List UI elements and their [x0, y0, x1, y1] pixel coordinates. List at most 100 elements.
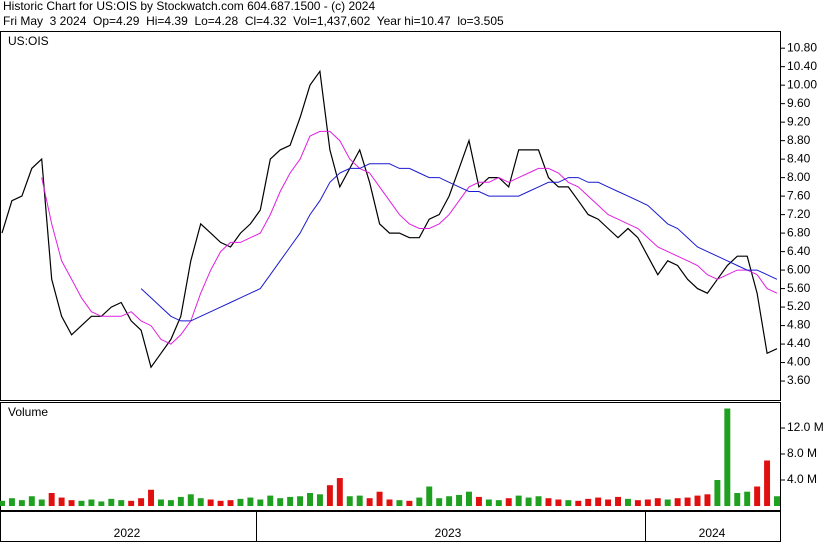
year-label: 2022 — [114, 526, 141, 540]
volume-bar — [744, 491, 751, 506]
volume-bar — [108, 498, 115, 506]
y-tick-label: 4.80 — [787, 318, 811, 332]
y-tick-label: 5.60 — [787, 281, 811, 295]
volume-bar — [555, 499, 562, 506]
y-tick-label: 8.0 M — [787, 446, 817, 460]
volume-bar — [396, 500, 403, 506]
y-tick-label: 4.0 M — [787, 472, 817, 486]
volume-bar — [217, 500, 224, 506]
y-tick-label: 9.20 — [787, 114, 811, 128]
volume-bar — [615, 496, 622, 506]
volume-bar — [664, 499, 671, 506]
volume-bar — [177, 496, 184, 506]
volume-bar — [346, 496, 353, 506]
volume-bar — [734, 493, 741, 506]
volume-bar — [227, 500, 234, 506]
volume-bar — [8, 498, 15, 506]
y-tick-label: 3.60 — [787, 373, 811, 387]
volume-bar — [167, 500, 174, 506]
volume-bar — [237, 498, 244, 506]
volume-bar — [585, 498, 592, 506]
volume-bar — [148, 489, 155, 506]
volume-bar — [0, 500, 5, 506]
volume-bar — [197, 498, 204, 506]
panel-label: Volume — [8, 405, 48, 419]
volume-bar — [277, 498, 284, 506]
volume-bar — [356, 495, 363, 506]
volume-bar — [326, 485, 333, 506]
volume-bar — [138, 498, 145, 506]
volume-bar — [187, 494, 194, 506]
volume-bar — [764, 460, 771, 506]
volume-bar — [624, 498, 631, 506]
volume-bar — [58, 497, 65, 506]
volume-bar — [98, 501, 105, 506]
volume-bar — [316, 494, 323, 506]
volume-bar — [575, 500, 582, 506]
volume-bar — [78, 500, 85, 506]
volume-bar — [674, 498, 681, 506]
y-tick-label: 10.80 — [787, 40, 817, 54]
y-tick-label: 10.40 — [787, 59, 817, 73]
volume-bar — [157, 499, 164, 506]
y-tick-label: 4.00 — [787, 355, 811, 369]
volume-bar — [247, 497, 254, 506]
volume-bar — [416, 497, 423, 506]
volume-bar — [565, 500, 572, 506]
y-tick-label: 6.80 — [787, 225, 811, 239]
volume-bar — [18, 500, 25, 506]
y-tick-label: 8.80 — [787, 133, 811, 147]
volume-bar — [704, 494, 711, 506]
volume-bar — [714, 480, 721, 506]
volume-bar — [475, 496, 482, 506]
volume-bar — [436, 498, 443, 506]
volume-panel — [0, 402, 781, 511]
moving-average — [140, 163, 778, 322]
volume-bar — [267, 495, 274, 506]
volume-bar — [605, 499, 612, 506]
panel-label: US:OIS — [8, 34, 49, 48]
price-panel — [0, 31, 781, 401]
y-tick-label: 7.60 — [787, 188, 811, 202]
volume-bar — [525, 497, 532, 506]
y-tick-label: 10.00 — [787, 77, 817, 91]
price-line — [1, 69, 778, 369]
volume-bar — [118, 500, 125, 506]
volume-bar — [694, 495, 701, 506]
volume-bar — [446, 496, 453, 506]
volume-bar — [38, 499, 45, 506]
volume-bar — [28, 496, 35, 506]
y-tick-label: 8.40 — [787, 151, 811, 165]
volume-bar — [466, 491, 472, 506]
y-tick-label: 12.0 M — [787, 420, 824, 434]
volume-bar — [774, 496, 780, 506]
volume-bar — [287, 496, 294, 506]
volume-bar — [336, 478, 343, 506]
volume-bar — [535, 496, 542, 506]
date-panel — [0, 511, 781, 542]
header-line: Historic Chart for US:OIS by Stockwatch.… — [3, 0, 375, 13]
volume-bar — [257, 499, 264, 506]
volume-bar — [207, 499, 214, 506]
year-label: 2024 — [699, 526, 726, 540]
y-tick-label: 6.00 — [787, 262, 811, 276]
volume-bar — [495, 500, 502, 506]
volume-bar — [505, 498, 512, 506]
y-tick-label: 7.20 — [787, 207, 811, 221]
volume-bar — [366, 498, 373, 506]
volume-bar — [644, 499, 651, 506]
volume-bar — [634, 500, 641, 506]
moving-average — [41, 130, 778, 345]
volume-bar — [724, 408, 731, 506]
header-line: Fri May 3 2024 Op=4.29 Hi=4.39 Lo=4.28 C… — [3, 14, 504, 28]
volume-bar — [684, 497, 691, 506]
volume-bar — [48, 493, 55, 506]
volume-bar — [297, 496, 304, 506]
y-tick-label: 5.20 — [787, 299, 811, 313]
volume-bar — [754, 486, 761, 506]
year-label: 2023 — [435, 526, 462, 540]
volume-bar — [307, 493, 313, 506]
volume-bar — [485, 499, 492, 506]
